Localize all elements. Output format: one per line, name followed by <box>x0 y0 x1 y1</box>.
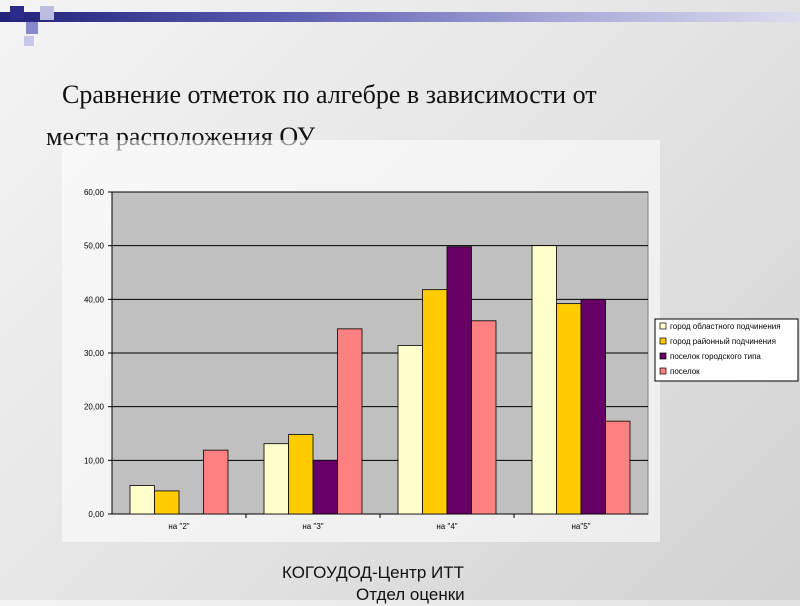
legend-box <box>654 318 799 382</box>
legend-label: город районный подчинения <box>670 337 776 346</box>
x-tick-label: на"5" <box>572 522 591 531</box>
y-tick-label: 40,00 <box>84 295 105 304</box>
x-tick-label: на "2" <box>168 522 189 531</box>
legend-label: поселок <box>670 367 700 376</box>
bar <box>288 434 314 515</box>
bar <box>129 485 155 515</box>
bar <box>203 449 229 515</box>
footer-line2: Отдел оценки <box>356 585 465 604</box>
bar <box>471 320 497 515</box>
bar <box>556 303 582 515</box>
bar <box>605 420 631 515</box>
bar <box>422 289 448 515</box>
y-tick-label: 50,00 <box>84 242 105 251</box>
bar <box>397 345 423 515</box>
bar <box>580 298 606 515</box>
legend-swatch <box>659 337 667 345</box>
legend-swatch <box>659 367 667 375</box>
bar <box>263 443 289 515</box>
y-tick-label: 10,00 <box>84 456 105 465</box>
bar <box>531 245 557 515</box>
bar <box>312 459 338 515</box>
y-tick-label: 60,00 <box>84 188 105 197</box>
decor-square <box>40 6 54 20</box>
decor-square <box>26 22 38 34</box>
x-tick-label: на "4" <box>436 522 457 531</box>
legend-label: город областного подчинения <box>670 322 781 331</box>
x-tick-label: на "3" <box>302 522 323 531</box>
y-tick-label: 0,00 <box>88 510 104 519</box>
footer-line1: КОГОУДОД-Центр ИТТ <box>282 563 464 582</box>
bar <box>446 246 472 515</box>
slide-title: Сравнение отметок по алгебре в зависимос… <box>46 74 746 158</box>
decor-square <box>10 6 24 20</box>
legend-swatch <box>659 352 667 360</box>
legend-label: поселок городского типа <box>670 352 761 361</box>
header-decoration-bar <box>0 12 800 22</box>
bar <box>154 490 180 515</box>
slide-title-line1: Сравнение отметок по алгебре в зависимос… <box>62 80 597 109</box>
bar <box>337 328 363 515</box>
y-tick-label: 20,00 <box>84 403 105 412</box>
legend-swatch <box>659 322 667 330</box>
y-tick-label: 30,00 <box>84 349 105 358</box>
footer-text: КОГОУДОД-Центр ИТТ Отдел оценки <box>282 562 582 606</box>
decor-square <box>24 36 34 46</box>
